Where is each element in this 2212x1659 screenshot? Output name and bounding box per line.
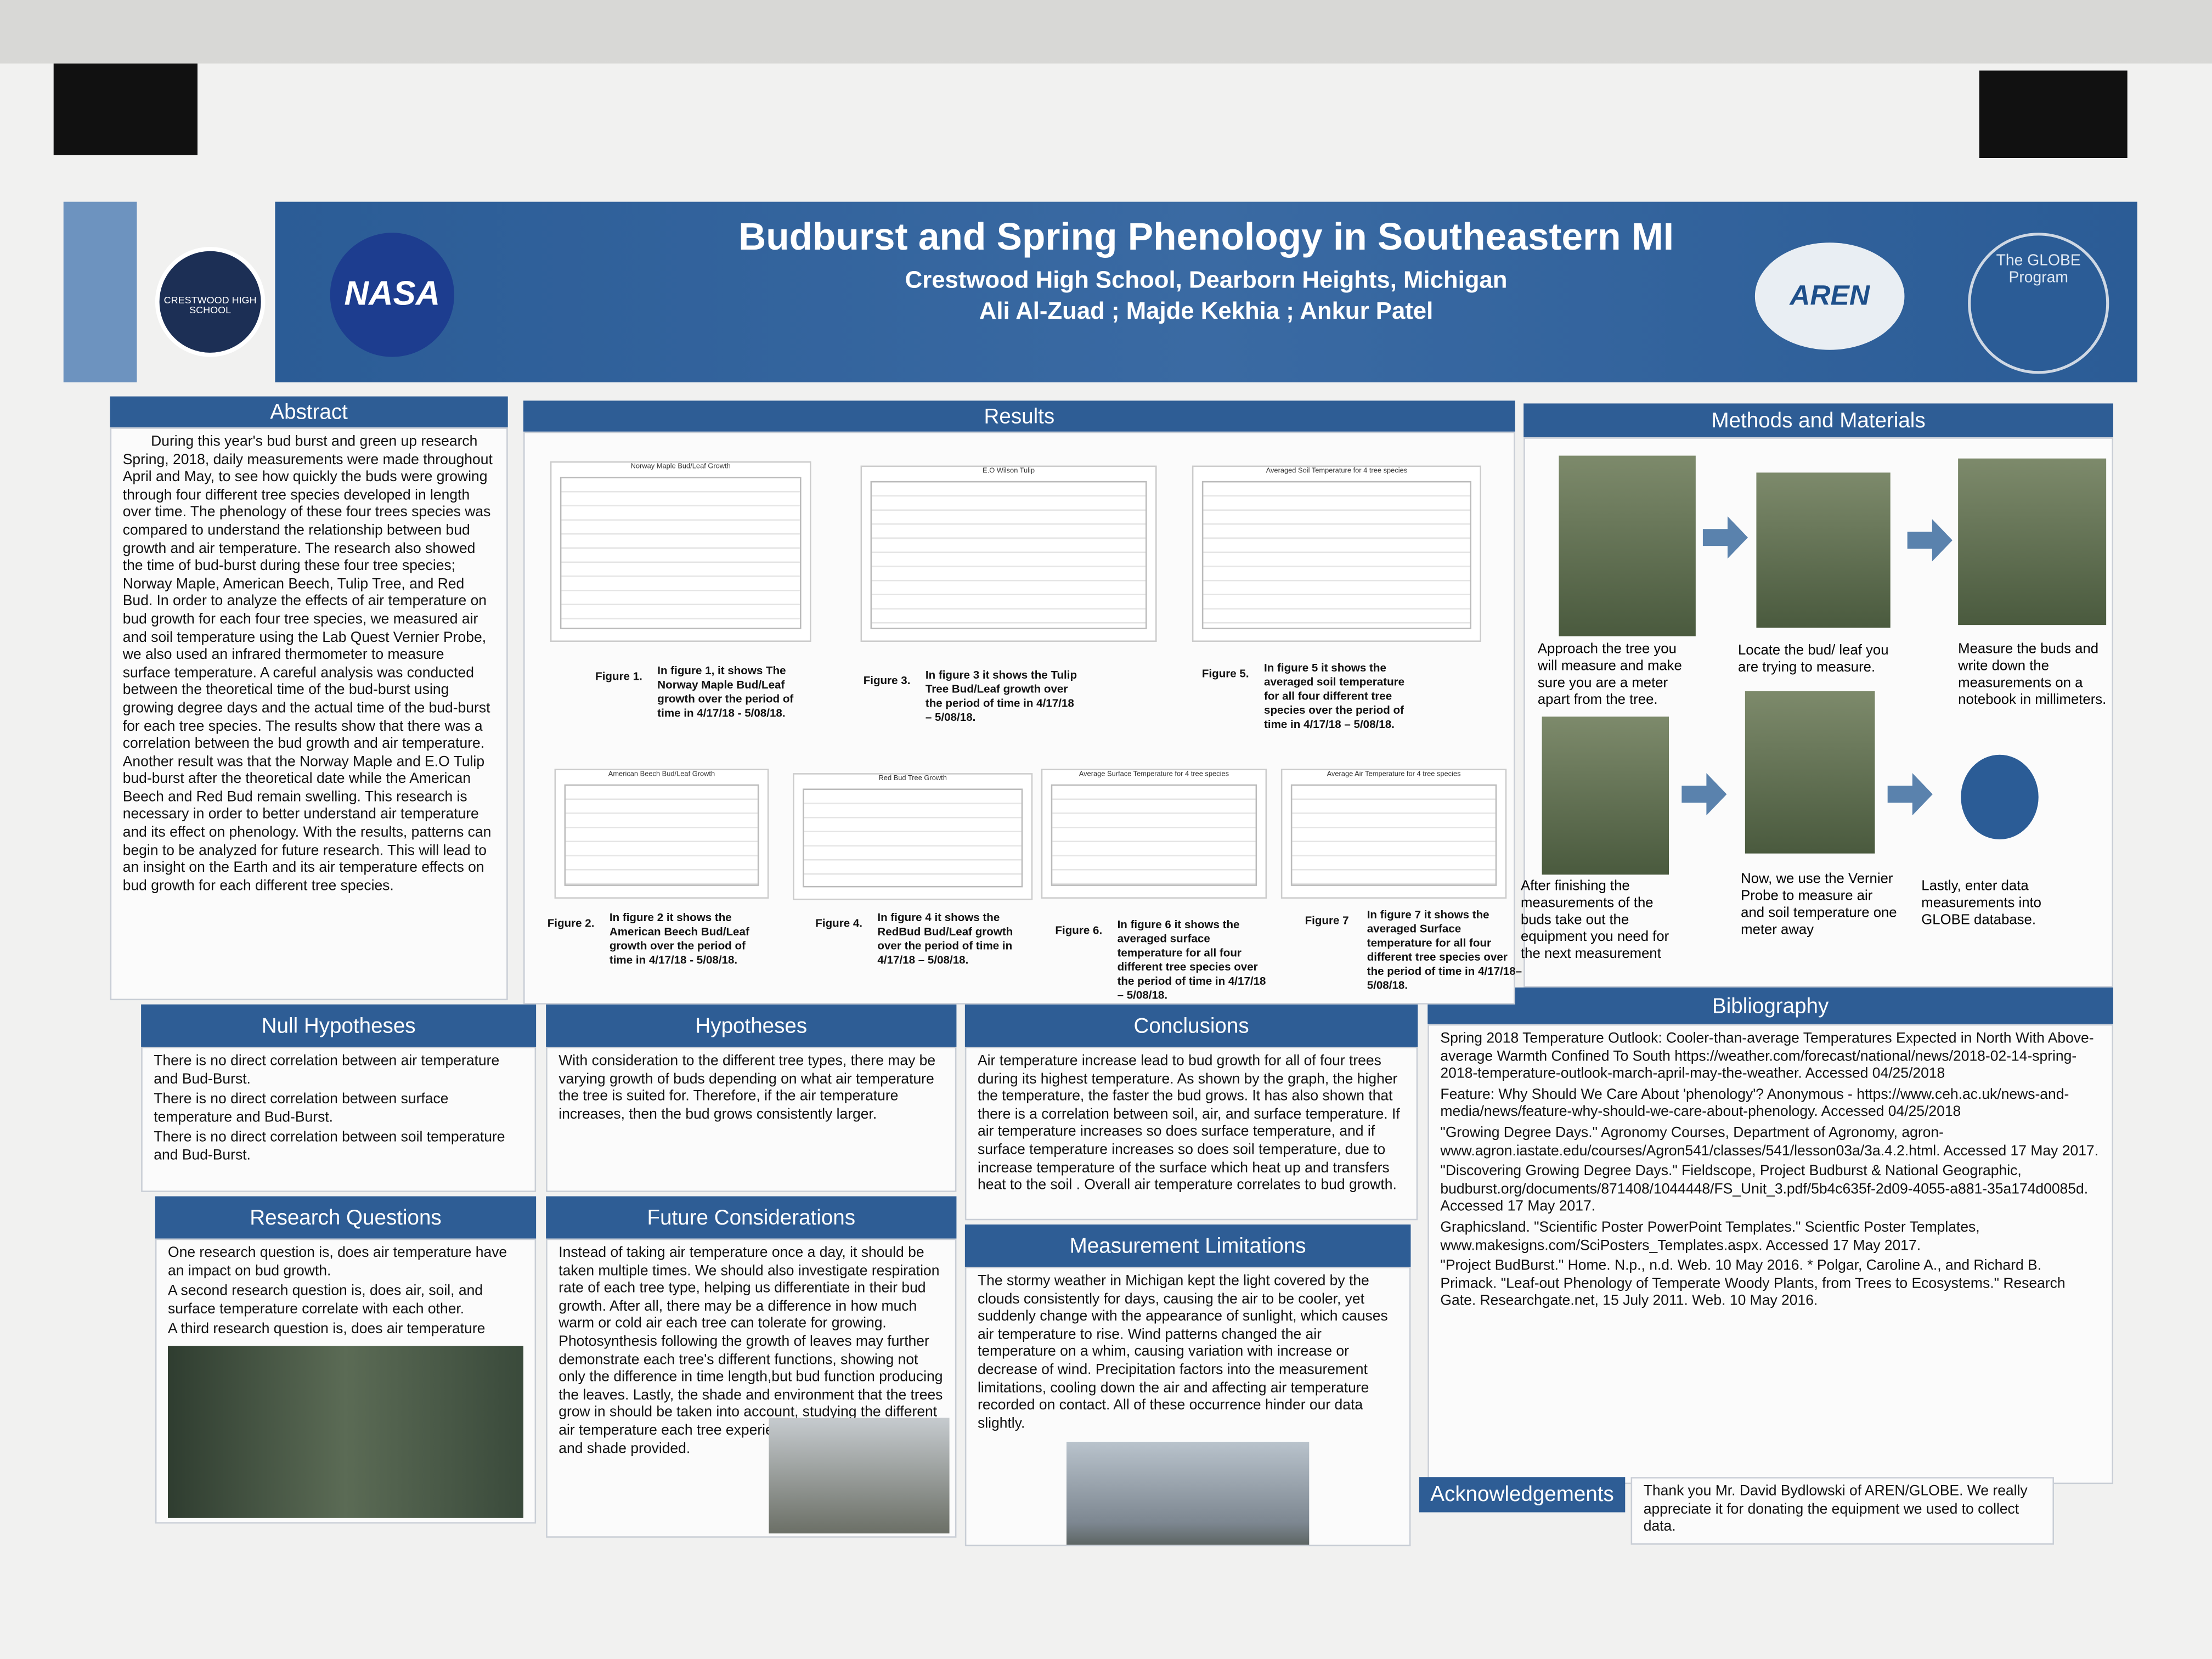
figure-title: Averaged Soil Temperature for 4 tree spe… bbox=[1266, 467, 1408, 476]
section-heading: Results bbox=[523, 400, 1515, 432]
figure-title: Average Surface Temperature for 4 tree s… bbox=[1079, 770, 1229, 779]
nasa-logo: NASA bbox=[330, 233, 454, 357]
section-body: One research question is, does air tempe… bbox=[155, 1238, 537, 1524]
method-photo bbox=[1756, 472, 1891, 628]
figure-label: Figure 3. bbox=[863, 674, 911, 687]
figure: Average Surface Temperature for 4 tree s… bbox=[1041, 769, 1267, 899]
figure-label: Figure 7 bbox=[1305, 914, 1349, 927]
section-heading: Methods and Materials bbox=[1523, 403, 2113, 438]
figure-title: Average Air Temperature for 4 tree speci… bbox=[1327, 770, 1461, 779]
map-photo bbox=[168, 1346, 523, 1518]
section-body: During this year's bud burst and green u… bbox=[110, 427, 508, 1001]
section-text: "Discovering Growing Degree Days." Field… bbox=[1440, 1164, 2089, 1215]
figure-caption: In figure 7 it shows the averaged Surfac… bbox=[1367, 909, 1522, 992]
method-photo bbox=[1745, 691, 1875, 854]
method-caption: Now, we use the Vernier Probe to measure… bbox=[1741, 872, 1897, 938]
figure-title: E.O Wilson Tulip bbox=[983, 467, 1035, 476]
plot-area bbox=[1201, 481, 1471, 629]
section-heading: Acknowledgements bbox=[1419, 1477, 1626, 1513]
aren-logo: AREN bbox=[1754, 242, 1905, 350]
section-text: "Project BudBurst." Home. N.p., n.d. Web… bbox=[1440, 1259, 2066, 1310]
figure: Average Air Temperature for 4 tree speci… bbox=[1280, 769, 1507, 899]
method-photo bbox=[1961, 754, 2039, 839]
authors: Ali Al-Zuad ; Majde Kekhia ; Ankur Patel bbox=[979, 297, 1434, 325]
section-text: Spring 2018 Temperature Outlook: Cooler-… bbox=[1440, 1031, 2094, 1082]
school: Crestwood High School, Dearborn Heights,… bbox=[905, 267, 1508, 294]
figure-title: Norway Maple Bud/Leaf Growth bbox=[630, 462, 731, 471]
plot-area bbox=[870, 481, 1147, 629]
section-body: Air temperature increase lead to bud gro… bbox=[964, 1047, 1418, 1221]
section-text: There is no direct correlation between a… bbox=[154, 1053, 500, 1087]
section-body: Instead of taking air temperature once a… bbox=[546, 1238, 957, 1538]
figure: Norway Maple Bud/Leaf Growth bbox=[550, 461, 811, 642]
section-text: Air temperature increase lead to bud gro… bbox=[978, 1053, 1400, 1194]
section-heading: Research Questions bbox=[155, 1196, 537, 1239]
section-text: With consideration to the different tree… bbox=[558, 1053, 936, 1123]
section-text: During this year's bud burst and green u… bbox=[122, 435, 493, 894]
plot-area bbox=[1051, 784, 1257, 886]
section-heading: Bibliography bbox=[1427, 988, 2113, 1024]
figure-caption: In figure 2 it shows the American Beech … bbox=[609, 911, 749, 967]
section-body: The stormy weather in Michigan kept the … bbox=[964, 1267, 1411, 1547]
figure-caption: In figure 5 it shows the averaged soil t… bbox=[1264, 662, 1405, 731]
binder-clip bbox=[1979, 70, 2128, 158]
figure-caption: In figure 1, it shows The Norway Maple B… bbox=[657, 664, 794, 720]
plot-area bbox=[564, 784, 759, 886]
plot-area bbox=[803, 788, 1023, 888]
section-heading: Future Considerations bbox=[546, 1196, 957, 1239]
section-text: There is no direct correlation between s… bbox=[154, 1130, 505, 1164]
section-body: With consideration to the different tree… bbox=[546, 1047, 957, 1192]
section-text: Instead of taking air temperature once a… bbox=[558, 1245, 943, 1457]
section-body: Thank you Mr. David Bydlowski of AREN/GL… bbox=[1630, 1477, 2054, 1545]
section-text: The stormy weather in Michigan kept the … bbox=[978, 1274, 1388, 1432]
binder-clip bbox=[53, 63, 198, 155]
crestwood-logo: CRESTWOOD HIGH SCHOOL bbox=[155, 247, 266, 357]
figure-caption: In figure 6 it shows the averaged surfac… bbox=[1117, 918, 1266, 1002]
method-caption: Locate the bud/ leaf you are trying to m… bbox=[1738, 643, 1889, 676]
figure-label: Figure 5. bbox=[1201, 667, 1249, 680]
figure-title: American Beech Bud/Leaf Growth bbox=[608, 770, 715, 779]
section-text: Graphicsland. "Scientific Poster PowerPo… bbox=[1440, 1220, 1980, 1254]
sky-photo bbox=[1066, 1442, 1310, 1545]
section-body: There is no direct correlation between a… bbox=[141, 1047, 537, 1192]
method-photo bbox=[1542, 716, 1669, 875]
section-heading: Abstract bbox=[110, 396, 508, 428]
method-caption: Measure the buds and write down the meas… bbox=[1958, 642, 2107, 708]
figure: Red Bud Tree Growth bbox=[793, 773, 1033, 900]
method-caption: After finishing the measurements of the … bbox=[1521, 879, 1669, 962]
students-photo bbox=[769, 1418, 950, 1534]
figure-label: Figure 2. bbox=[547, 917, 595, 930]
figure: E.O Wilson Tulip bbox=[860, 465, 1157, 642]
section-body: Spring 2018 Temperature Outlook: Cooler-… bbox=[1427, 1024, 2113, 1485]
method-photo bbox=[1958, 458, 2107, 625]
figure-caption: In figure 3 it shows the Tulip Tree Bud/… bbox=[925, 668, 1077, 724]
figure: American Beech Bud/Leaf Growth bbox=[554, 769, 769, 899]
section-text: A second research question is, does air,… bbox=[168, 1284, 483, 1318]
method-caption: Approach the tree you will measure and m… bbox=[1537, 642, 1682, 708]
section-text: "Growing Degree Days." Agronomy Courses,… bbox=[1440, 1125, 2099, 1159]
figure-label: Figure 6. bbox=[1055, 924, 1103, 937]
figure-caption: In figure 4 it shows the RedBud Bud/Leaf… bbox=[877, 911, 1013, 967]
figure: Averaged Soil Temperature for 4 tree spe… bbox=[1192, 465, 1481, 642]
method-caption: Lastly, enter data measurements into GLO… bbox=[1921, 879, 2041, 928]
section-heading: Hypotheses bbox=[546, 1004, 957, 1047]
figure-title: Red Bud Tree Growth bbox=[878, 774, 947, 783]
method-photo bbox=[1559, 455, 1696, 636]
plot-area bbox=[560, 477, 802, 629]
section-heading: Conclusions bbox=[964, 1004, 1418, 1047]
section-text: Feature: Why Should We Care About 'pheno… bbox=[1440, 1087, 2069, 1121]
header-side bbox=[63, 201, 137, 382]
section-text: One research question is, does air tempe… bbox=[168, 1245, 507, 1279]
section-text: There is no direct correlation between s… bbox=[154, 1092, 449, 1126]
figure-label: Figure 4. bbox=[815, 917, 863, 930]
globe-logo: The GLOBE Program bbox=[1968, 233, 2109, 374]
section-heading: Measurement Limitations bbox=[964, 1224, 1411, 1267]
poster-title: Budburst and Spring Phenology in Southea… bbox=[738, 216, 1674, 258]
plot-area bbox=[1290, 784, 1497, 886]
section-text: A third research question is, does air t… bbox=[168, 1322, 486, 1338]
figure-label: Figure 1. bbox=[595, 670, 642, 683]
section-heading: Null Hypotheses bbox=[141, 1004, 537, 1047]
